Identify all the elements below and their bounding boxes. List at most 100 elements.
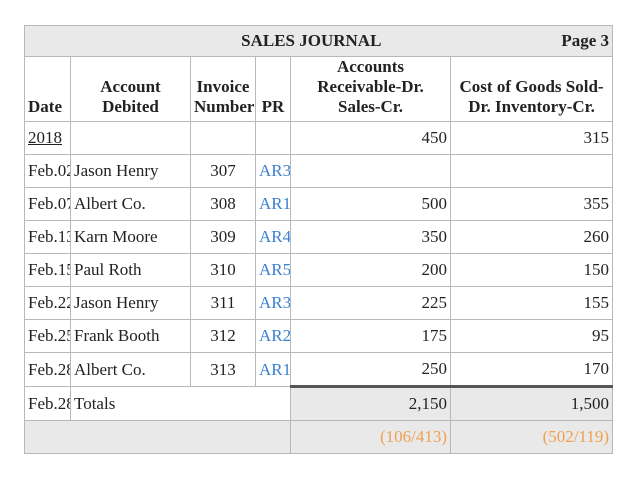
column-header: Date xyxy=(24,56,71,122)
cell: 2018 xyxy=(24,121,71,155)
journal-row: Feb.02 Jason Henry 307 AR3 xyxy=(24,154,614,188)
column-header: PR xyxy=(255,56,291,122)
date: Feb.15 xyxy=(28,260,71,279)
pr: AR3 xyxy=(259,161,291,180)
totals-label: Totals xyxy=(70,386,291,421)
journal-row: Feb.25 Frank Booth 312 AR2 175 95 xyxy=(24,319,614,353)
cell: 310 xyxy=(190,253,256,287)
ar-amount: 250 xyxy=(421,359,448,378)
cell: AR5 xyxy=(255,253,291,287)
header-row: Date Account Debited Invoice Number PR Accou… xyxy=(24,56,614,122)
journal-row: Feb.07 Albert Co. 308 AR1 500 355 xyxy=(24,187,614,221)
date: 2018 xyxy=(28,128,62,147)
cell xyxy=(190,121,256,155)
cell: Feb.13 xyxy=(24,220,71,254)
account: Albert Co. xyxy=(74,359,146,379)
cell: 309 xyxy=(190,220,256,254)
account: Jason Henry xyxy=(74,293,159,312)
cogs-amount: 355 xyxy=(583,194,610,213)
ar-amount: 350 xyxy=(421,227,448,246)
ar-amount: 175 xyxy=(421,326,448,345)
cell xyxy=(289,154,452,188)
cell: Feb.07 xyxy=(24,187,71,221)
column-header: Account Debited xyxy=(70,56,191,122)
journal-row: Feb.13 Karn Moore 309 AR4 350 260 xyxy=(24,220,614,254)
cell: AR4 xyxy=(255,220,291,254)
cogs-amount: 95 xyxy=(592,326,610,345)
invoice: 308 xyxy=(210,194,236,213)
cell: 313 xyxy=(190,352,256,387)
cell: Karn Moore xyxy=(70,220,191,254)
table-body: SALES JOURNAL Page 3 Date Account Debited… xyxy=(23,25,614,454)
date: Feb.25 xyxy=(28,326,71,345)
cell xyxy=(450,154,614,188)
cell: 500 xyxy=(289,187,452,221)
cell: 155 xyxy=(450,286,614,320)
cell: 355 xyxy=(450,187,614,221)
pr: AR5 xyxy=(259,260,291,279)
ar-amount: 225 xyxy=(421,293,448,312)
cell: Albert Co. xyxy=(70,352,191,387)
invoice: 311 xyxy=(210,293,236,312)
cogs-amount: 260 xyxy=(583,227,610,246)
cell: Frank Booth xyxy=(70,319,191,353)
pr: AR1 xyxy=(259,194,291,213)
cell: 170 xyxy=(450,352,614,387)
cell: AR3 xyxy=(255,286,291,320)
totals-row: Feb.28 Totals 2,150 1,500 xyxy=(24,385,614,421)
cell: AR1 xyxy=(255,187,291,221)
journal-table: SALES JOURNAL Page 3 Date Account Debited… xyxy=(23,25,614,454)
cogs-amount: 155 xyxy=(583,293,610,312)
date: Feb.28 xyxy=(24,386,71,421)
date: Feb.22 xyxy=(28,293,71,312)
account: Albert Co. xyxy=(74,194,146,213)
invoice: 309 xyxy=(210,227,236,246)
cell: Paul Roth xyxy=(70,253,191,287)
journal-row: Feb.22 Jason Henry 311 AR3 225 155 xyxy=(24,286,614,320)
cell: 311 xyxy=(190,286,256,320)
date: Feb.07 xyxy=(28,194,71,213)
pr: AR2 xyxy=(259,326,291,345)
ar-amount: 200 xyxy=(421,260,448,279)
account: Karn Moore xyxy=(74,227,158,246)
ar-posting: (106/413) xyxy=(289,420,452,454)
pr: AR4 xyxy=(259,227,291,246)
cell: 350 xyxy=(289,220,452,254)
ar-total: 2,150 xyxy=(289,385,452,421)
cell: AR3 xyxy=(255,154,291,188)
journal-row: Feb.15 Paul Roth 310 AR5 200 150 xyxy=(24,253,614,287)
cell: 315 xyxy=(450,121,614,155)
column-header: Accounts Receivable-Dr. Sales-Cr. xyxy=(289,56,452,122)
cell: Feb.28 xyxy=(24,352,71,387)
account: Jason Henry xyxy=(74,161,159,180)
invoice: 312 xyxy=(210,326,236,345)
cell xyxy=(70,121,191,155)
cell: Feb.15 xyxy=(24,253,71,287)
column-header: Invoice Number xyxy=(190,56,256,122)
cell: 450 xyxy=(289,121,452,155)
invoice: 310 xyxy=(210,260,236,279)
cell: Feb.02 xyxy=(24,154,71,188)
ar-amount: 450 xyxy=(421,128,448,147)
cell: Jason Henry xyxy=(70,154,191,188)
cell: 175 xyxy=(289,319,452,353)
cell: 307 xyxy=(190,154,256,188)
cell xyxy=(255,121,291,155)
cell: 225 xyxy=(289,286,452,320)
cell: Feb.25 xyxy=(24,319,71,353)
journal-row: Feb.28 Albert Co. 313 AR1 250 170 xyxy=(24,352,614,387)
pr: AR1 xyxy=(259,359,291,379)
journal: SALES JOURNAL Page 3 Date Account Debited… xyxy=(23,25,614,454)
date: Feb.02 xyxy=(28,161,71,180)
cell: AR2 xyxy=(255,319,291,353)
cell xyxy=(24,420,291,454)
cell: Albert Co. xyxy=(70,187,191,221)
account: Paul Roth xyxy=(74,260,142,279)
cogs-amount: 315 xyxy=(583,128,610,147)
pr: AR3 xyxy=(259,293,291,312)
posting-row: (106/413) (502/119) xyxy=(24,420,614,454)
cell: Feb.22 xyxy=(24,286,71,320)
title-row: SALES JOURNAL Page 3 xyxy=(23,25,614,57)
cell: 200 xyxy=(289,253,452,287)
journal-row: 2018 450 315 xyxy=(24,121,614,155)
